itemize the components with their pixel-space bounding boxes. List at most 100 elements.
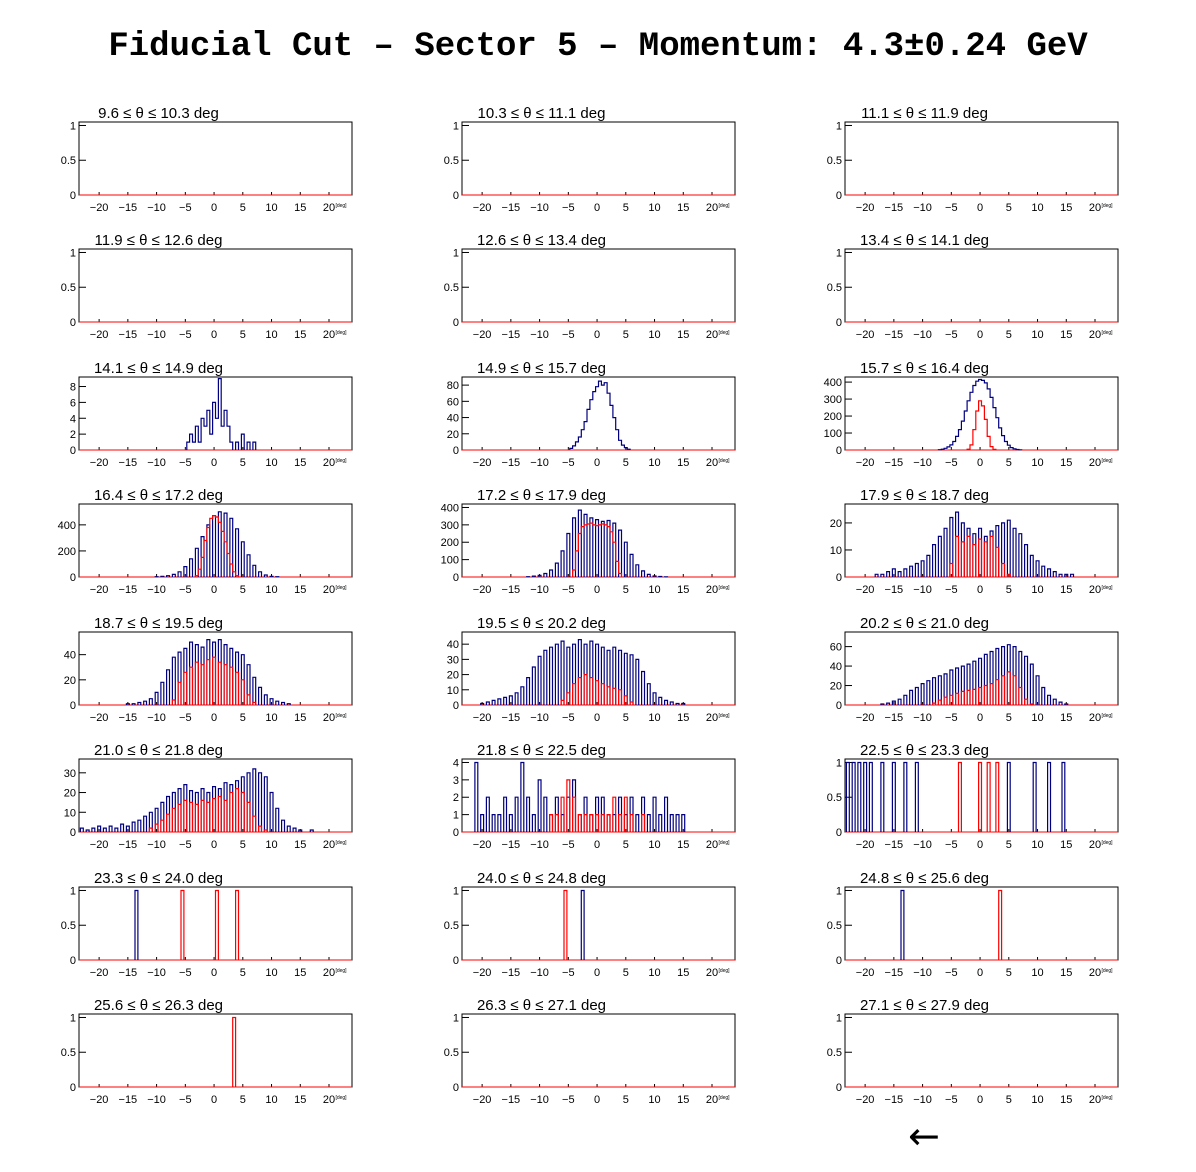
x-tick-label: −5 bbox=[179, 839, 192, 851]
x-tick-label: 15 bbox=[1060, 1094, 1072, 1106]
x-tick-label: 10 bbox=[1031, 457, 1043, 469]
y-tick-label: 0 bbox=[453, 827, 459, 839]
x-unit-label: [deg] bbox=[718, 203, 730, 209]
x-unit-label: [deg] bbox=[335, 585, 347, 591]
y-tick-label: 0 bbox=[453, 1082, 459, 1094]
x-tick-label: 20 bbox=[1089, 202, 1101, 214]
x-tick-label: −5 bbox=[945, 839, 958, 851]
x-tick-label: 10 bbox=[265, 967, 277, 979]
x-unit-label: [deg] bbox=[718, 1095, 730, 1101]
histogram-panel: 24.0 ≤ θ ≤ 24.8 deg 0 0.5 1 −20 −15 −10 −5 0 5 10 1… bbox=[444, 870, 736, 979]
x-tick-label: 10 bbox=[1031, 839, 1043, 851]
x-tick-label: −10 bbox=[530, 202, 549, 214]
x-tick-label: −10 bbox=[913, 712, 932, 724]
x-tick-label: −5 bbox=[179, 967, 192, 979]
x-tick-label: −10 bbox=[147, 712, 166, 724]
panel-title: 18.7 ≤ θ ≤ 19.5 deg bbox=[94, 615, 223, 632]
histogram-panel: 20.2 ≤ θ ≤ 21.0 deg 0 20 40 60 −20 −15 −10 −5 0 5 1… bbox=[830, 615, 1119, 724]
x-tick-label: −10 bbox=[147, 967, 166, 979]
x-tick-label: 0 bbox=[211, 584, 217, 596]
y-tick-label: 0.5 bbox=[827, 920, 842, 932]
x-tick-label: −15 bbox=[885, 967, 904, 979]
y-tick-label: 0.5 bbox=[827, 1047, 842, 1059]
y-tick-label: 40 bbox=[447, 639, 459, 651]
y-tick-label: 0.5 bbox=[444, 920, 459, 932]
histogram-panel: 21.8 ≤ θ ≤ 22.5 deg 0 1 2 3 4 −20 −15 −10 −5 0 5 10 1… bbox=[453, 742, 736, 851]
x-tick-label: −10 bbox=[913, 584, 932, 596]
y-tick-label: 1 bbox=[836, 757, 842, 769]
x-tick-label: −5 bbox=[562, 839, 575, 851]
histogram-series-all bbox=[134, 889, 139, 960]
x-unit-label: [deg] bbox=[335, 840, 347, 846]
x-tick-label: 15 bbox=[294, 457, 306, 469]
x-tick-label: −15 bbox=[885, 329, 904, 341]
histogram-panel: 22.5 ≤ θ ≤ 23.3 deg 0 0.5 1 −20 −15 −10 −5 0 5 10 1… bbox=[827, 742, 1119, 851]
x-tick-label: 20 bbox=[1089, 329, 1101, 341]
panel-title: 26.3 ≤ θ ≤ 27.1 deg bbox=[477, 997, 606, 1014]
histogram-panel: 11.1 ≤ θ ≤ 11.9 deg 0 0.5 1 −20 −15 −10 −5 0 5 10 1… bbox=[827, 105, 1119, 214]
back-arrow-icon[interactable]: ← bbox=[908, 1114, 940, 1158]
x-tick-label: 20 bbox=[323, 457, 335, 469]
x-tick-label: −15 bbox=[502, 202, 521, 214]
plot-frame bbox=[461, 886, 736, 961]
x-tick-label: −20 bbox=[856, 457, 875, 469]
x-tick-label: 20 bbox=[323, 1094, 335, 1106]
plot-frame bbox=[78, 1013, 353, 1088]
histogram-panel: 16.4 ≤ θ ≤ 17.2 deg 0 200 400 −20 −15 −10 −5 0 5 1… bbox=[58, 487, 353, 596]
y-tick-label: 0 bbox=[836, 827, 842, 839]
y-tick-label: 1 bbox=[836, 1012, 842, 1024]
x-tick-label: 5 bbox=[240, 712, 246, 724]
panel-title: 9.6 ≤ θ ≤ 10.3 deg bbox=[98, 105, 219, 122]
panel-title: 15.7 ≤ θ ≤ 16.4 deg bbox=[860, 360, 989, 377]
histogram-series-all bbox=[474, 761, 686, 832]
x-tick-label: 20 bbox=[706, 202, 718, 214]
y-tick-label: 300 bbox=[441, 520, 459, 532]
panel-title: 13.4 ≤ θ ≤ 14.1 deg bbox=[860, 232, 989, 249]
x-tick-label: −20 bbox=[90, 584, 109, 596]
x-tick-label: 20 bbox=[706, 584, 718, 596]
y-tick-label: 0 bbox=[836, 955, 842, 967]
y-tick-label: 0.5 bbox=[827, 155, 842, 167]
x-tick-label: −10 bbox=[530, 839, 549, 851]
x-tick-label: 20 bbox=[706, 1094, 718, 1106]
plot-frame bbox=[461, 376, 736, 451]
x-unit-label: [deg] bbox=[335, 330, 347, 336]
x-tick-label: −20 bbox=[90, 457, 109, 469]
x-tick-label: 0 bbox=[977, 329, 983, 341]
x-tick-label: 10 bbox=[648, 329, 660, 341]
x-unit-label: [deg] bbox=[1101, 840, 1113, 846]
x-tick-label: 0 bbox=[594, 839, 600, 851]
x-tick-label: 20 bbox=[1089, 712, 1101, 724]
histogram-series-all bbox=[186, 378, 257, 450]
x-tick-label: 5 bbox=[1006, 202, 1012, 214]
histogram-series-all bbox=[526, 509, 669, 578]
x-tick-label: −5 bbox=[562, 457, 575, 469]
x-tick-label: 5 bbox=[623, 584, 629, 596]
y-tick-label: 0 bbox=[453, 700, 459, 712]
x-tick-label: −5 bbox=[562, 202, 575, 214]
y-tick-label: 3 bbox=[453, 775, 459, 787]
x-tick-label: −15 bbox=[119, 584, 138, 596]
y-tick-label: 0 bbox=[70, 445, 76, 457]
x-tick-label: 5 bbox=[240, 202, 246, 214]
x-tick-label: 10 bbox=[1031, 1094, 1043, 1106]
x-tick-label: 15 bbox=[1060, 584, 1072, 596]
x-tick-label: −10 bbox=[147, 202, 166, 214]
histogram-panel: 14.9 ≤ θ ≤ 15.7 deg 0 20 40 60 80 −20 −15 −10 −5 0… bbox=[447, 360, 736, 469]
y-tick-label: 0.5 bbox=[444, 155, 459, 167]
y-tick-label: 1 bbox=[453, 1012, 459, 1024]
histogram-series-cut bbox=[957, 761, 1000, 832]
x-tick-label: −20 bbox=[90, 1094, 109, 1106]
y-tick-label: 0 bbox=[836, 317, 842, 329]
y-tick-label: 0.5 bbox=[61, 155, 76, 167]
y-tick-label: 60 bbox=[830, 642, 842, 654]
x-tick-label: −10 bbox=[147, 584, 166, 596]
y-tick-label: 20 bbox=[64, 788, 76, 800]
x-tick-label: 0 bbox=[594, 712, 600, 724]
x-tick-label: −5 bbox=[945, 329, 958, 341]
y-tick-label: 4 bbox=[70, 413, 76, 425]
x-tick-label: 0 bbox=[594, 329, 600, 341]
x-tick-label: 5 bbox=[1006, 1094, 1012, 1106]
x-tick-label: −10 bbox=[530, 967, 549, 979]
y-tick-label: 400 bbox=[824, 377, 842, 389]
